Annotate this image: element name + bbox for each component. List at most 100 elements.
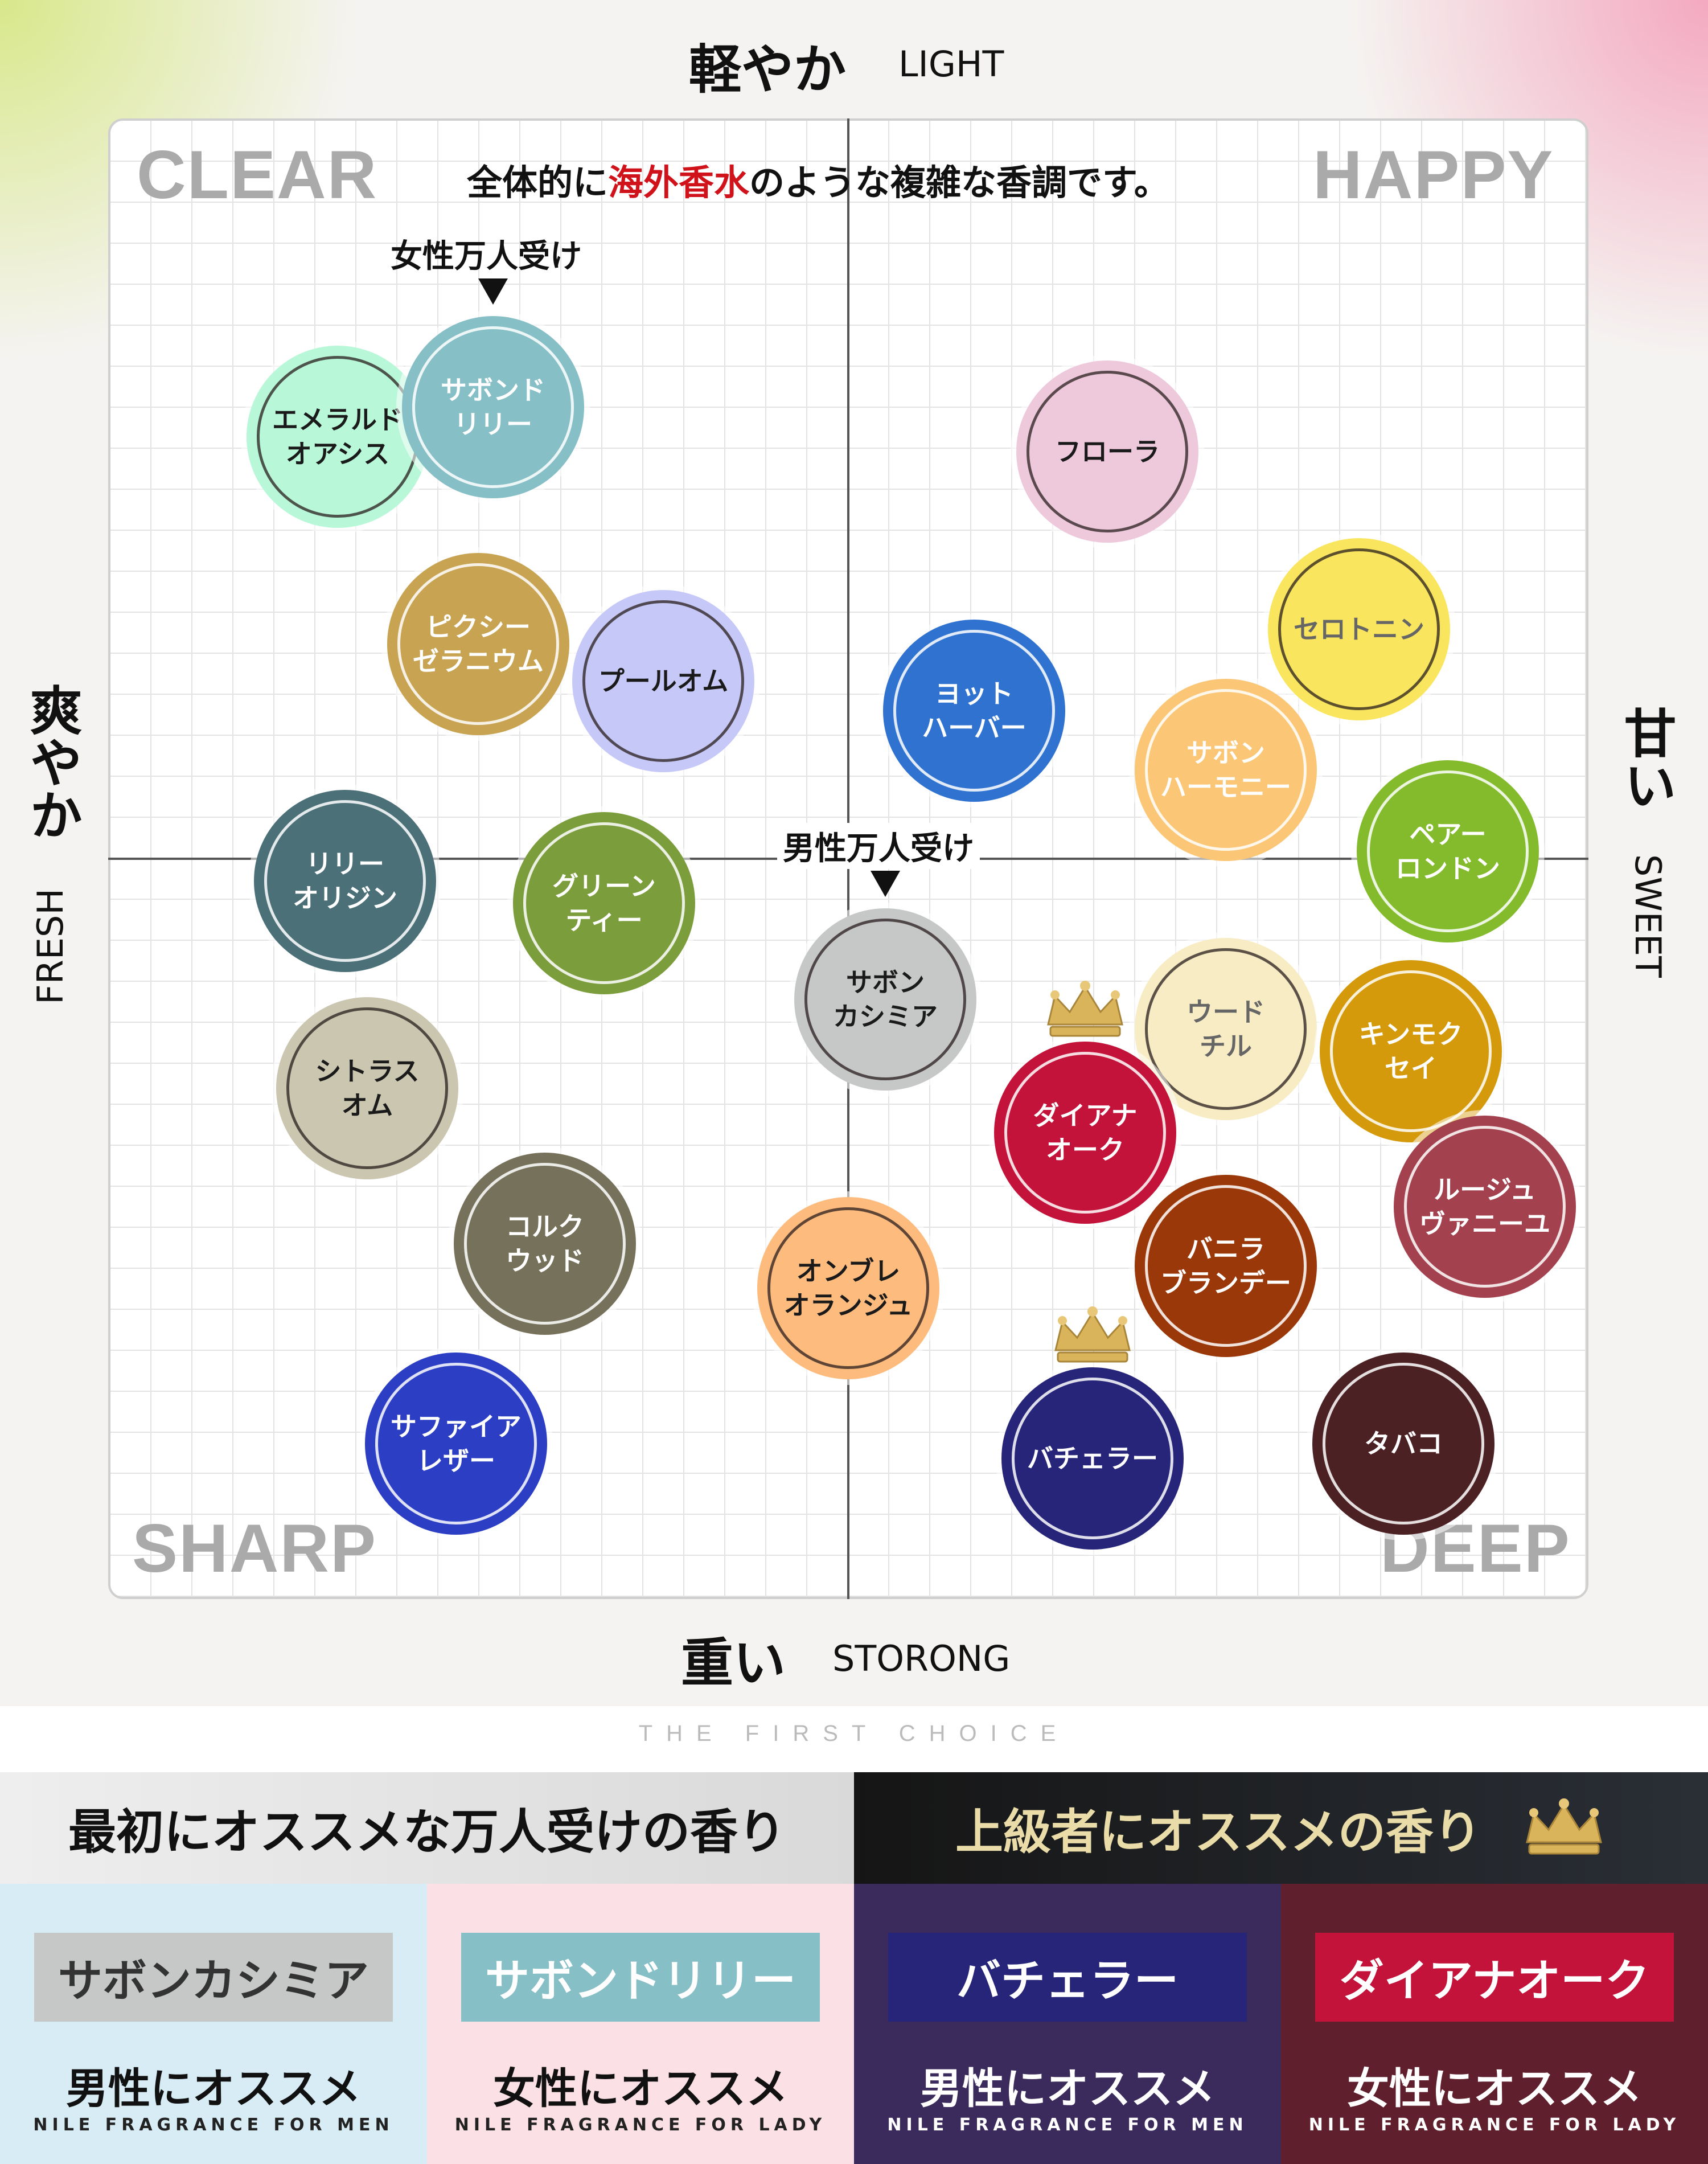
point-label: バニラ ブランデー [1160, 1233, 1291, 1298]
point-label: ピクシー ゼラニウム [413, 612, 544, 677]
point-label: ダイアナ オーク [1033, 1100, 1138, 1165]
scatter-point: プールオム [572, 590, 754, 772]
point-label: キンモク セイ [1358, 1019, 1463, 1084]
quadrant-happy: HAPPY [1313, 137, 1554, 213]
card-subtitle: 男性にオススメ [920, 2064, 1215, 2113]
marker-women: 女性万人受け [391, 238, 582, 275]
point-label: セロトニン [1294, 614, 1424, 645]
scatter-point: キンモク セイ [1320, 960, 1502, 1142]
recommendation-card: バチェラー男性にオススメ NILE FRAGRANCE FOR MEN [854, 1884, 1281, 2164]
marker-arrow-icon [871, 871, 900, 897]
headline-highlight: 海外香水 [608, 162, 750, 203]
point-ring [264, 800, 426, 962]
card-product-name: バチェラー [888, 1933, 1247, 2022]
crown-icon [1042, 979, 1128, 1044]
scatter-point: オンブレ オランジュ [757, 1197, 939, 1379]
marker-arrow-icon [478, 278, 508, 305]
point-label: サファイア レザー [391, 1411, 522, 1476]
point-label: ルージュ ヴァニーユ [1419, 1174, 1550, 1239]
scatter-point: ヨット ハーバー [883, 620, 1065, 802]
footer-tagline: THE FIRST CHOICE [638, 1721, 1070, 1746]
point-label: リリー オリジン [293, 849, 397, 913]
point-ring [412, 326, 574, 488]
card-english-caption: NILE FRAGRANCE FOR MEN [887, 2115, 1248, 2135]
axis-left-label: 爽やか [21, 683, 82, 841]
card-product-name: サボンドリリー [461, 1933, 820, 2022]
scatter-point: サボン カシミア [794, 908, 976, 1091]
point-ring [582, 600, 744, 762]
axis-top-label: 軽やか [689, 39, 847, 100]
scatter-point: ピクシー ゼラニウム [387, 553, 569, 735]
point-label: サボン カシミア [833, 967, 938, 1032]
scatter-point: ペアー ロンドン [1357, 760, 1539, 942]
point-ring [1278, 548, 1440, 710]
point-ring [1145, 948, 1307, 1110]
card-subtitle: 男性にオススメ [66, 2064, 361, 2113]
card-english-caption: NILE FRAGRANCE FOR LADY [1308, 2115, 1681, 2135]
recommendation-card: ダイアナオーク女性にオススメ NILE FRAGRANCE FOR LADY [1281, 1884, 1708, 2164]
scatter-point: タバコ [1312, 1352, 1494, 1535]
axis-top-en: LIGHT [898, 43, 1004, 85]
point-label: シトラス オム [315, 1056, 420, 1121]
point-ring [1027, 371, 1188, 532]
quadrant-sharp: SHARP [132, 1510, 377, 1587]
crown-icon [1050, 1305, 1135, 1370]
scatter-point: コルク ウッド [454, 1153, 636, 1335]
card-subtitle: 女性にオススメ [493, 2064, 788, 2113]
point-label: グリーン ティー [552, 871, 656, 936]
axis-left-en: FRESH [30, 888, 71, 1005]
crown-icon [1526, 1798, 1602, 1855]
point-ring [397, 563, 559, 725]
point-ring [1004, 1052, 1166, 1214]
advanced-heading: 上級者にオススメの香り [854, 1772, 1708, 1884]
point-label: コルク ウッド [506, 1211, 584, 1276]
point-ring [375, 1363, 537, 1524]
card-english-caption: NILE FRAGRANCE FOR LADY [454, 2115, 827, 2135]
headline-post: のような複雑な香調です。 [749, 162, 1169, 203]
scatter-point: ダイアナ オーク [994, 1042, 1176, 1224]
card-subtitle: 女性にオススメ [1347, 2064, 1642, 2113]
recommendation-card: サボンドリリー女性にオススメ NILE FRAGRANCE FOR LADY [427, 1884, 854, 2164]
scatter-point: バチェラー [1001, 1367, 1184, 1550]
point-ring [893, 630, 1055, 792]
scatter-point: バニラ ブランデー [1135, 1175, 1317, 1357]
point-label: エメラルド オアシス [272, 404, 403, 469]
marker-men: 男性万人受け [777, 823, 980, 869]
axis-bottom-en: STORONG [832, 1638, 1011, 1679]
point-label: ペアー ロンドン [1395, 819, 1500, 884]
recommendation-card: サボンカシミア 男性にオススメ NILE FRAGRANCE FOR MEN [0, 1884, 427, 2164]
scatter-point: グリーン ティー [513, 812, 695, 994]
advanced-heading-text: 上級者にオススメの香り [955, 1804, 1481, 1860]
point-ring [1145, 689, 1307, 851]
headline-pre: 全体的に [467, 162, 609, 203]
scatter-point: セロトニン [1268, 538, 1450, 720]
point-label: サボン ハーモニー [1160, 737, 1291, 802]
point-ring [1404, 1126, 1566, 1288]
scatter-point: サファイア レザー [365, 1352, 547, 1535]
point-ring [1323, 1363, 1484, 1524]
point-label: バチェラー [1027, 1443, 1158, 1474]
point-label: オンブレ オランジュ [783, 1256, 913, 1321]
axis-bottom-label: 重い [681, 1633, 786, 1694]
scatter-point: ルージュ ヴァニーユ [1394, 1116, 1576, 1298]
card-product-name: ダイアナオーク [1315, 1933, 1674, 2022]
beginner-heading: 最初にオススメな万人受けの香り [0, 1772, 854, 1884]
scatter-point: サボンド リリー [402, 316, 584, 498]
scatter-point: リリー オリジン [254, 790, 436, 972]
card-english-caption: NILE FRAGRANCE FOR MEN [33, 2115, 394, 2135]
scatter-point: シトラス オム [276, 997, 458, 1179]
point-ring [286, 1007, 448, 1169]
scatter-point: サボン ハーモニー [1135, 679, 1317, 861]
point-label: ヨット ハーバー [922, 678, 1027, 743]
axis-right-label: 甘い [1615, 706, 1676, 811]
point-ring [1330, 970, 1492, 1132]
point-ring [767, 1207, 929, 1369]
point-ring [804, 919, 966, 1080]
axis-right-en: SWEET [1627, 854, 1669, 978]
chart-headline: 全体的に海外香水のような複雑な香調です。 [467, 154, 1169, 205]
point-ring [464, 1163, 626, 1325]
point-ring [523, 822, 685, 984]
point-label: タバコ [1364, 1428, 1443, 1459]
point-label: フローラ [1055, 436, 1160, 467]
point-ring [1145, 1185, 1307, 1347]
